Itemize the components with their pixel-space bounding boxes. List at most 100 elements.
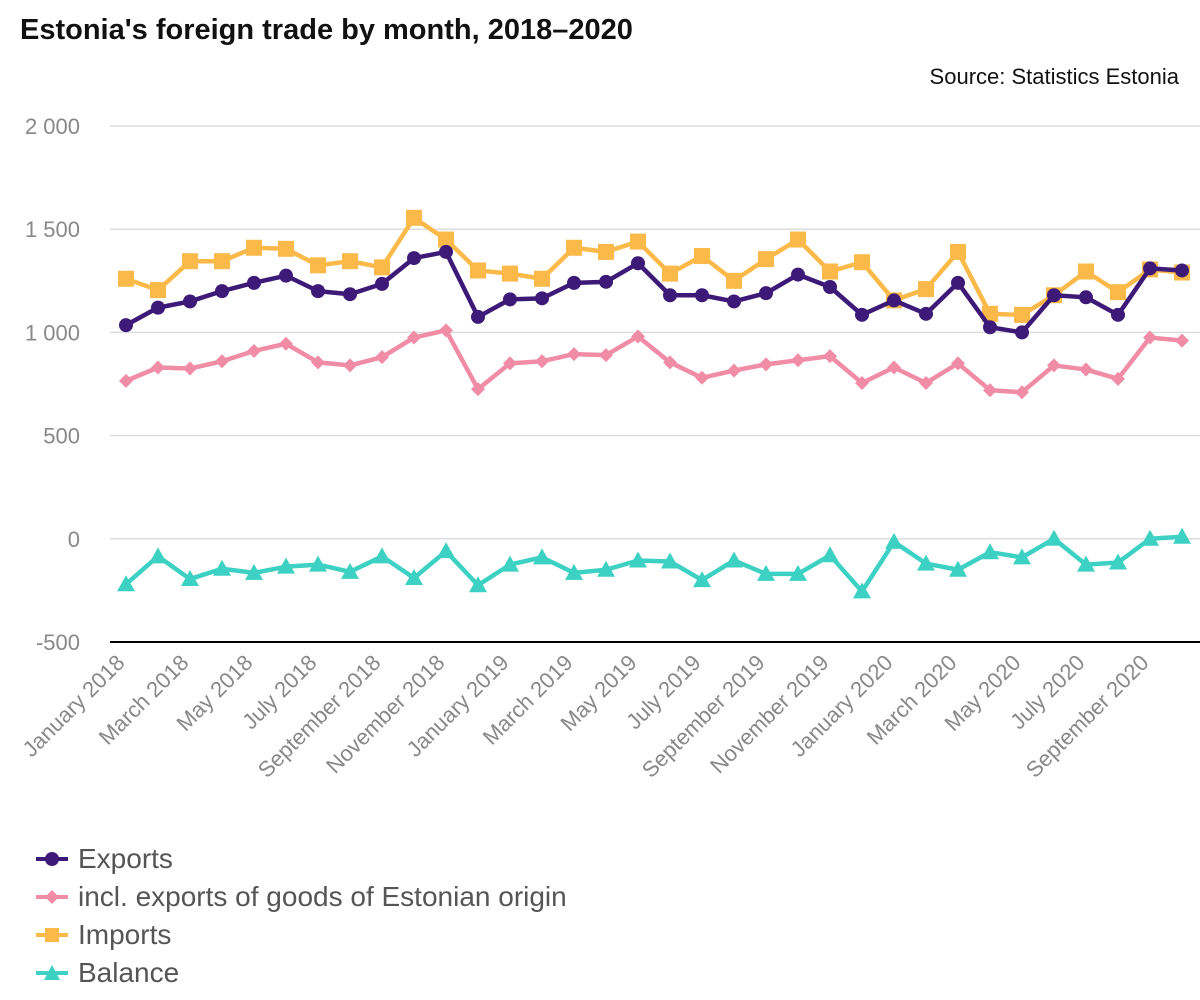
data-point-incl-exports-of-goods-of-estonian-origin — [887, 360, 901, 375]
data-point-balance — [693, 571, 711, 588]
data-point-balance — [341, 562, 359, 579]
data-point-incl-exports-of-goods-of-estonian-origin — [1143, 330, 1157, 345]
data-point-exports — [695, 288, 709, 303]
data-point-incl-exports-of-goods-of-estonian-origin — [791, 353, 805, 368]
data-point-balance — [917, 554, 935, 571]
data-point-balance — [149, 547, 167, 564]
data-point-balance — [1173, 527, 1191, 544]
data-point-exports — [503, 292, 517, 307]
y-tick-label: -500 — [36, 630, 80, 655]
data-point-incl-exports-of-goods-of-estonian-origin — [1111, 371, 1125, 386]
data-point-imports — [630, 233, 646, 250]
data-point-balance — [245, 563, 263, 580]
data-point-imports — [1110, 284, 1126, 301]
data-point-balance — [501, 555, 519, 572]
y-tick-label: 500 — [43, 424, 80, 449]
data-point-incl-exports-of-goods-of-estonian-origin — [215, 354, 229, 369]
data-point-balance — [1077, 555, 1095, 572]
data-point-balance — [661, 552, 679, 569]
data-point-exports — [599, 274, 613, 289]
data-point-exports — [663, 288, 677, 303]
data-point-incl-exports-of-goods-of-estonian-origin — [375, 350, 389, 365]
data-point-incl-exports-of-goods-of-estonian-origin — [663, 355, 677, 370]
data-point-incl-exports-of-goods-of-estonian-origin — [759, 357, 773, 372]
data-point-balance — [853, 582, 871, 599]
data-point-exports — [1143, 261, 1157, 276]
data-point-exports — [1111, 307, 1125, 322]
data-point-exports — [471, 309, 485, 324]
series-line-imports — [123, 215, 1185, 318]
data-point-incl-exports-of-goods-of-estonian-origin — [407, 330, 421, 345]
data-point-exports — [951, 275, 965, 290]
source-note: Source: Statistics Estonia — [929, 64, 1179, 89]
data-point-imports — [502, 265, 518, 282]
legend-label: Balance — [78, 957, 180, 988]
y-tick-label: 1 000 — [25, 320, 80, 345]
data-point-balance — [885, 532, 903, 549]
data-point-balance — [405, 569, 423, 586]
data-point-imports — [598, 243, 614, 260]
data-point-incl-exports-of-goods-of-estonian-origin — [535, 354, 549, 369]
legend-swatch — [36, 852, 68, 866]
data-point-imports — [342, 253, 358, 270]
data-point-incl-exports-of-goods-of-estonian-origin — [951, 356, 965, 371]
data-point-incl-exports-of-goods-of-estonian-origin — [983, 383, 997, 398]
data-point-exports — [855, 307, 869, 322]
legend-item-balance: Balance — [36, 954, 567, 992]
data-point-incl-exports-of-goods-of-estonian-origin — [151, 360, 165, 375]
data-point-imports — [246, 239, 262, 256]
data-point-imports — [310, 257, 326, 274]
data-point-imports — [918, 281, 934, 298]
data-point-imports — [150, 282, 166, 299]
data-point-incl-exports-of-goods-of-estonian-origin — [119, 373, 133, 388]
legend-swatch — [36, 965, 68, 980]
data-point-balance — [533, 548, 551, 565]
data-point-imports — [662, 265, 678, 282]
data-point-imports — [758, 251, 774, 268]
data-point-exports — [247, 275, 261, 290]
legend-label: incl. exports of goods of Estonian origi… — [78, 881, 567, 912]
data-point-balance — [469, 576, 487, 593]
data-point-exports — [311, 284, 325, 299]
data-point-balance — [1045, 529, 1063, 546]
data-point-balance — [117, 575, 135, 592]
data-point-imports — [406, 209, 422, 226]
data-point-incl-exports-of-goods-of-estonian-origin — [599, 348, 613, 363]
data-point-balance — [949, 560, 967, 577]
data-point-incl-exports-of-goods-of-estonian-origin — [919, 375, 933, 390]
series-line-balance — [123, 534, 1185, 594]
data-point-imports — [214, 253, 230, 270]
legend-swatch — [36, 928, 68, 942]
data-point-incl-exports-of-goods-of-estonian-origin — [1015, 385, 1029, 400]
data-point-exports — [919, 306, 933, 321]
series-line-incl-exports-of-goods-of-estonian-origin — [123, 328, 1185, 395]
data-point-exports — [343, 287, 357, 302]
data-point-balance — [789, 564, 807, 581]
data-point-incl-exports-of-goods-of-estonian-origin — [695, 370, 709, 385]
data-point-balance — [629, 551, 647, 568]
data-point-imports — [566, 239, 582, 256]
y-tick-label: 0 — [68, 527, 80, 552]
data-point-balance — [597, 560, 615, 577]
data-point-exports — [791, 267, 805, 282]
data-point-exports — [1015, 325, 1029, 340]
data-point-imports — [1078, 263, 1094, 280]
data-point-exports — [439, 244, 453, 259]
data-point-imports — [854, 254, 870, 271]
data-point-exports — [1047, 288, 1061, 303]
legend-swatch — [36, 890, 68, 904]
data-point-imports — [182, 253, 198, 270]
data-point-exports — [151, 300, 165, 315]
y-tick-label: 2 000 — [25, 114, 80, 139]
data-point-balance — [565, 563, 583, 580]
legend-item-exports: Exports — [36, 840, 567, 878]
data-point-imports — [374, 259, 390, 276]
data-point-incl-exports-of-goods-of-estonian-origin — [471, 382, 485, 397]
data-point-balance — [821, 546, 839, 563]
legend-item-imports: Imports — [36, 916, 567, 954]
chart-title: Estonia's foreign trade by month, 2018–2… — [20, 14, 633, 46]
data-point-exports — [567, 275, 581, 290]
data-point-incl-exports-of-goods-of-estonian-origin — [279, 336, 293, 351]
data-point-exports — [727, 294, 741, 309]
